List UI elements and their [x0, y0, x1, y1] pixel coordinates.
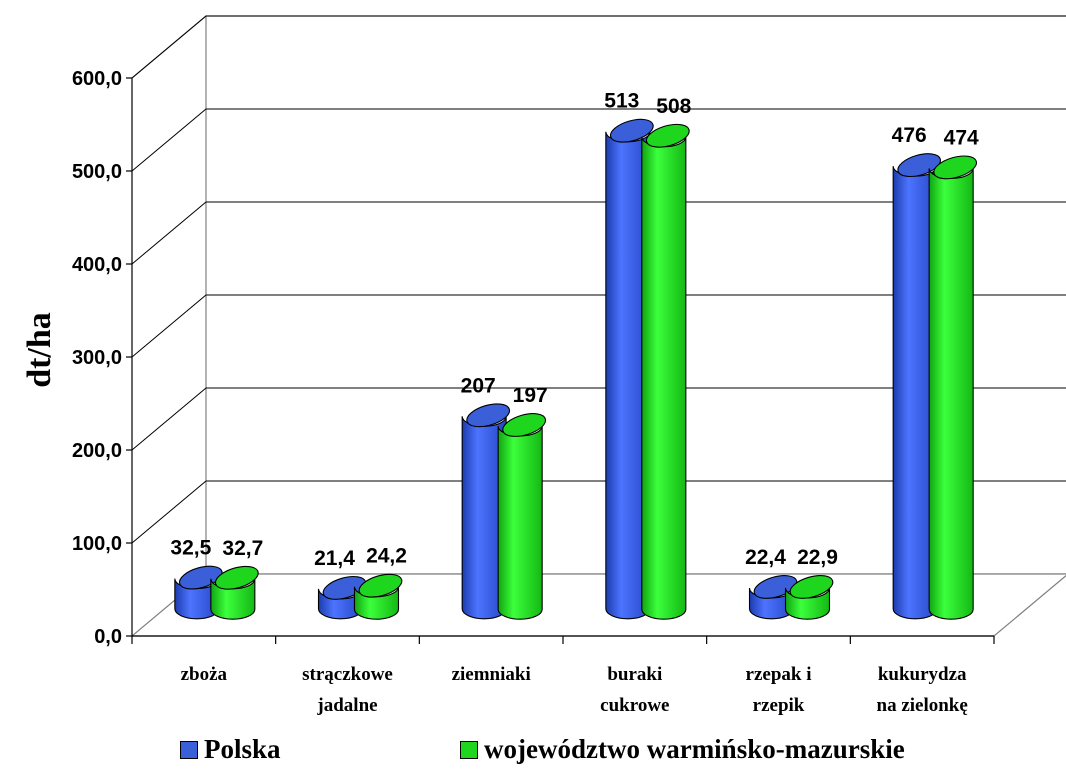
- data-label: 476: [892, 124, 927, 147]
- data-label: 474: [944, 126, 979, 149]
- data-label: 32,5: [170, 537, 211, 560]
- gridline: [131, 108, 1066, 172]
- data-label: 21,4: [314, 547, 355, 570]
- bar-warminsko-mazurskie: [784, 574, 834, 620]
- gridline: [131, 15, 1066, 79]
- bar-top: [466, 403, 511, 428]
- x-tick-label: kukurydza: [878, 664, 967, 685]
- x-tick-label: zboża: [181, 664, 228, 685]
- gridline: [131, 201, 1066, 265]
- x-tick-label: rzepik: [753, 695, 805, 716]
- x-tick-label: na zielonkę: [877, 695, 968, 716]
- bar-warminsko-mazurskie: [641, 123, 690, 620]
- bar-warminsko-mazurskie: [210, 565, 259, 620]
- y-tick-label: 300,0: [72, 347, 122, 369]
- y-tick-label: 200,0: [72, 440, 122, 462]
- x-tick-label: jadalne: [316, 695, 377, 716]
- bar-top: [214, 565, 259, 590]
- legend-swatch-warminsko-mazurskie: [460, 740, 478, 759]
- x-tick-label: strączkowe: [302, 664, 393, 685]
- data-label: 22,4: [745, 546, 786, 569]
- bar-body: [928, 168, 974, 620]
- legend: Polska województwo warmińsko-mazurskie: [180, 734, 1040, 766]
- data-label: 513: [604, 90, 639, 113]
- data-label: 32,7: [222, 537, 263, 560]
- gridline: [131, 387, 1066, 451]
- y-tick-label: 0,0: [94, 626, 122, 648]
- legend-label-polska: Polska: [204, 734, 281, 764]
- bar-warminsko-mazurskie: [353, 573, 403, 620]
- bar-polska: [605, 118, 654, 620]
- bar-body: [641, 136, 687, 620]
- bar-body: [497, 425, 543, 620]
- bar-polska: [174, 565, 223, 620]
- bar-warminsko-mazurskie: [497, 413, 547, 620]
- y-tick-label: 600,0: [72, 68, 122, 90]
- data-label: 508: [656, 95, 691, 118]
- bar-top: [789, 574, 834, 599]
- data-label: 24,2: [366, 545, 407, 568]
- legend-swatch-polska: [180, 740, 198, 759]
- bar-polska: [461, 403, 511, 620]
- y-axis-label: dt/ha: [21, 312, 58, 388]
- x-tick-label: ziemniaki: [452, 664, 531, 685]
- data-label: 22,9: [797, 546, 838, 569]
- bar-top: [645, 123, 690, 148]
- y-tick-label: 500,0: [72, 161, 122, 183]
- data-label: 197: [513, 384, 548, 407]
- legend-item-polska: Polska: [180, 734, 281, 765]
- y-tick-label: 400,0: [72, 254, 122, 276]
- x-tick-label: cukrowe: [600, 695, 669, 716]
- bar-top: [609, 118, 654, 143]
- bar-chart: 0,0 100,0 200,0 300,0 400,0 500,0 600,0 32,5 32…: [21, 15, 1066, 716]
- bar-warminsko-mazurskie: [928, 155, 978, 620]
- gridline: [131, 294, 1066, 358]
- gridline: [131, 480, 1066, 544]
- y-tick-label: 100,0: [72, 533, 122, 555]
- x-tick-label: rzepak i: [746, 664, 812, 685]
- legend-label-warminsko-mazurskie: województwo warmińsko-mazurskie: [484, 734, 905, 764]
- data-label: 207: [461, 374, 496, 397]
- bar-top: [933, 155, 978, 180]
- legend-item-warminsko-mazurskie: województwo warmińsko-mazurskie: [460, 734, 905, 765]
- x-tick-label: buraki: [607, 664, 662, 685]
- bar-top: [502, 413, 547, 437]
- bar-top: [358, 573, 403, 598]
